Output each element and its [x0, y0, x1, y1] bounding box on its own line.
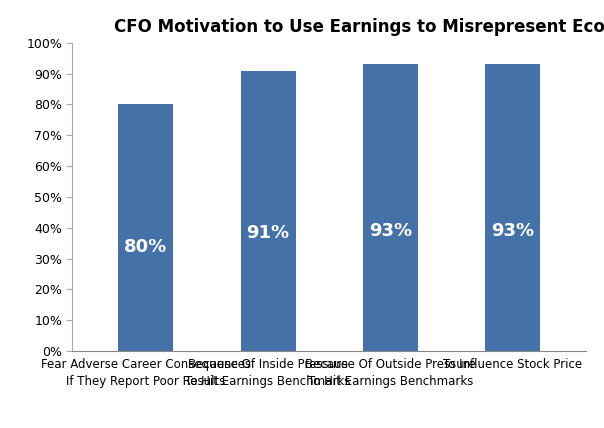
Bar — [485, 64, 540, 351]
Text: 93%: 93% — [368, 222, 412, 240]
Bar — [363, 64, 418, 351]
Bar — [240, 71, 295, 351]
Bar — [118, 104, 173, 351]
Text: CFO Motivation to Use Earnings to Misrepresent Economic Performance: CFO Motivation to Use Earnings to Misrep… — [114, 18, 604, 36]
Text: 80%: 80% — [124, 238, 167, 256]
Text: 93%: 93% — [491, 222, 534, 240]
Text: 91%: 91% — [246, 224, 290, 242]
